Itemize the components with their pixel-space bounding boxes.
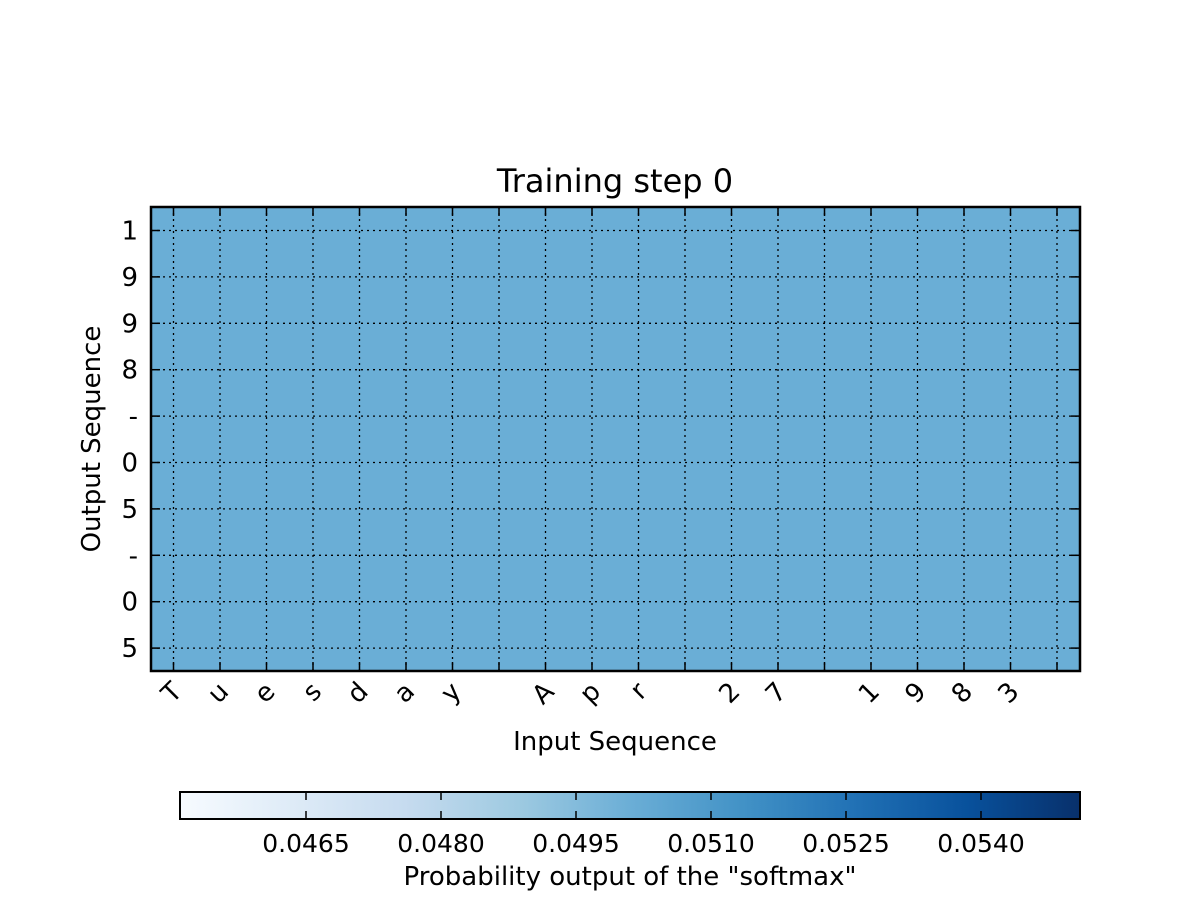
- y-tick-label: -: [129, 402, 138, 432]
- colorbar-tick-label: 0.0525: [802, 829, 889, 858]
- x-tick-label: T: [155, 677, 188, 710]
- y-tick-label: 0: [121, 449, 138, 479]
- heatmap-cells: [151, 207, 1080, 671]
- x-tick-label: A: [527, 677, 561, 711]
- colorbar-label: Probability output of the "softmax": [404, 862, 857, 892]
- x-tick-label: 2: [714, 677, 747, 710]
- y-tick-label: 9: [121, 309, 138, 339]
- y-tick-label: 9: [121, 263, 138, 293]
- x-tick-label: 8: [946, 677, 979, 710]
- x-tick-label: y: [435, 677, 467, 709]
- x-tick-label: s: [297, 677, 328, 708]
- x-tick-label: 7: [760, 677, 793, 710]
- colorbar-tick-label: 0.0465: [262, 829, 349, 858]
- colorbar-gradient: [179, 791, 1081, 820]
- x-tick-label: r: [625, 677, 654, 706]
- colorbar-tick-label: 0.0495: [532, 829, 619, 858]
- y-tick-label: -: [129, 541, 138, 571]
- x-tick-label: p: [574, 677, 607, 710]
- x-tick-label: e: [249, 677, 282, 710]
- y-tick-label: 8: [121, 356, 138, 386]
- y-axis-label: Output Sequence: [77, 326, 107, 553]
- colorbar-tick-label: 0.0510: [667, 829, 754, 858]
- x-tick-label: 9: [900, 677, 933, 710]
- y-tick-label: 1: [121, 217, 138, 247]
- colorbar-ticks: 0.0465 0.0480 0.0495 0.0510 0.0525 0.0540: [262, 792, 1025, 858]
- axis-ticks: [151, 207, 1080, 671]
- x-tick-label: d: [342, 677, 375, 710]
- plot-frame: [149, 205, 1082, 673]
- colorbar-tick-label: 0.0540: [937, 829, 1024, 858]
- x-tick-label: u: [202, 677, 235, 710]
- y-tick-labels: 1 9 9 8 - 0 5 - 0 5: [121, 217, 138, 665]
- x-tick-label: 3: [993, 677, 1026, 710]
- y-tick-label: 5: [121, 495, 138, 525]
- y-tick-label: 0: [121, 588, 138, 618]
- x-tick-label: 1: [853, 677, 886, 710]
- x-axis-label: Input Sequence: [513, 727, 717, 757]
- x-tick-label: a: [388, 677, 420, 709]
- y-tick-label: 5: [121, 634, 138, 664]
- colorbar-tick-label: 0.0480: [397, 829, 484, 858]
- grid-lines: [151, 207, 1080, 671]
- chart-title: Training step 0: [496, 162, 733, 200]
